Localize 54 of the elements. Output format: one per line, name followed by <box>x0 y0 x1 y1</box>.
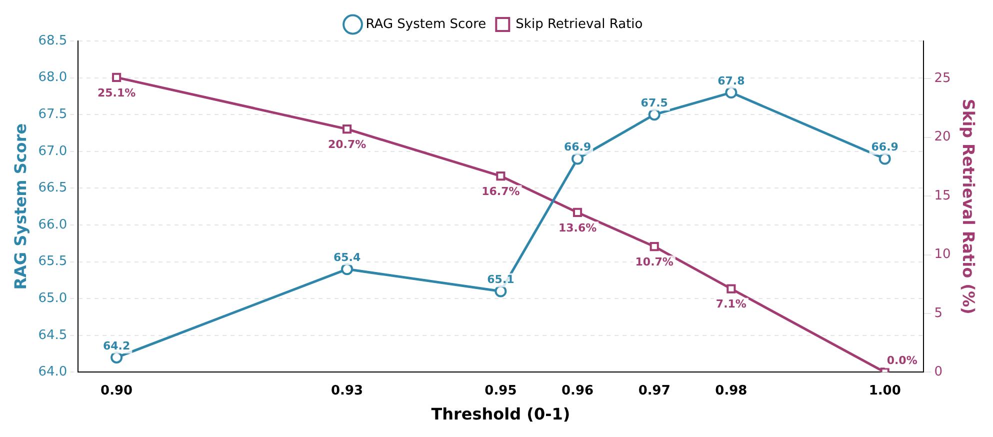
y2-tick-label: 25 <box>934 70 951 86</box>
y-tick-label: 64.5 <box>38 328 68 343</box>
point <box>496 172 506 181</box>
point <box>342 124 352 134</box>
y-tick-label: 67.0 <box>38 144 68 159</box>
data-label: 65.1 <box>487 273 514 286</box>
data-label: 10.7% <box>635 255 674 268</box>
y-tick-label: 66.0 <box>38 217 68 232</box>
y-tick-label: 64.0 <box>38 364 68 380</box>
point <box>648 108 660 121</box>
y-tick-label: 66.5 <box>38 180 68 196</box>
data-label: 67.8 <box>718 74 745 88</box>
x-axis-title: Threshold (0-1) <box>431 404 570 424</box>
y-tick-label: 65.5 <box>38 254 68 270</box>
point <box>494 285 507 298</box>
data-label: 16.7% <box>482 184 520 198</box>
y2-tick-label: 5 <box>934 306 943 321</box>
data-label: 20.7% <box>328 138 366 151</box>
y2-tick-label: 20 <box>934 130 951 145</box>
point <box>572 152 584 165</box>
y-tick-label: 65.0 <box>38 290 68 306</box>
x-tick-label: 0.93 <box>331 383 364 398</box>
y2-tick-label: 10 <box>934 247 951 262</box>
point <box>110 351 123 364</box>
data-label: 66.9 <box>871 140 898 154</box>
legend-label: Skip Retrieval Ratio <box>516 16 643 32</box>
x-tick-label: 0.98 <box>715 383 748 398</box>
point <box>726 284 736 294</box>
data-label: 7.1% <box>716 298 746 311</box>
data-label: 65.4 <box>333 251 361 264</box>
x-tick-label: 1.00 <box>868 383 901 398</box>
x-tick-label: 0.96 <box>561 383 594 398</box>
y-tick-label: 67.5 <box>38 106 68 122</box>
point <box>650 242 659 252</box>
y-tick-label: 68.5 <box>38 33 68 48</box>
data-label: 25.1% <box>97 86 136 100</box>
point <box>112 72 122 82</box>
data-label: 66.9 <box>564 140 592 154</box>
data-label: 64.2 <box>102 339 130 352</box>
point <box>725 86 738 99</box>
y2-tick-label: 0 <box>934 364 943 380</box>
y-tick-label: 68.0 <box>38 70 68 86</box>
y2-tick-label: 15 <box>934 188 951 204</box>
data-label: 0.0% <box>886 354 918 368</box>
point <box>341 263 354 276</box>
data-label: 67.5 <box>640 96 668 110</box>
x-tick-label: 0.95 <box>484 383 517 398</box>
data-label: 13.6% <box>558 221 597 234</box>
point <box>572 208 582 218</box>
y2-axis-title: Skip Retrieval Ratio (%) <box>959 98 978 314</box>
legend-label: RAG System Score <box>366 16 486 32</box>
x-tick-label: 0.97 <box>638 383 670 398</box>
y-axis-title: RAG System Score <box>10 123 30 290</box>
x-tick-label: 0.90 <box>100 383 133 398</box>
